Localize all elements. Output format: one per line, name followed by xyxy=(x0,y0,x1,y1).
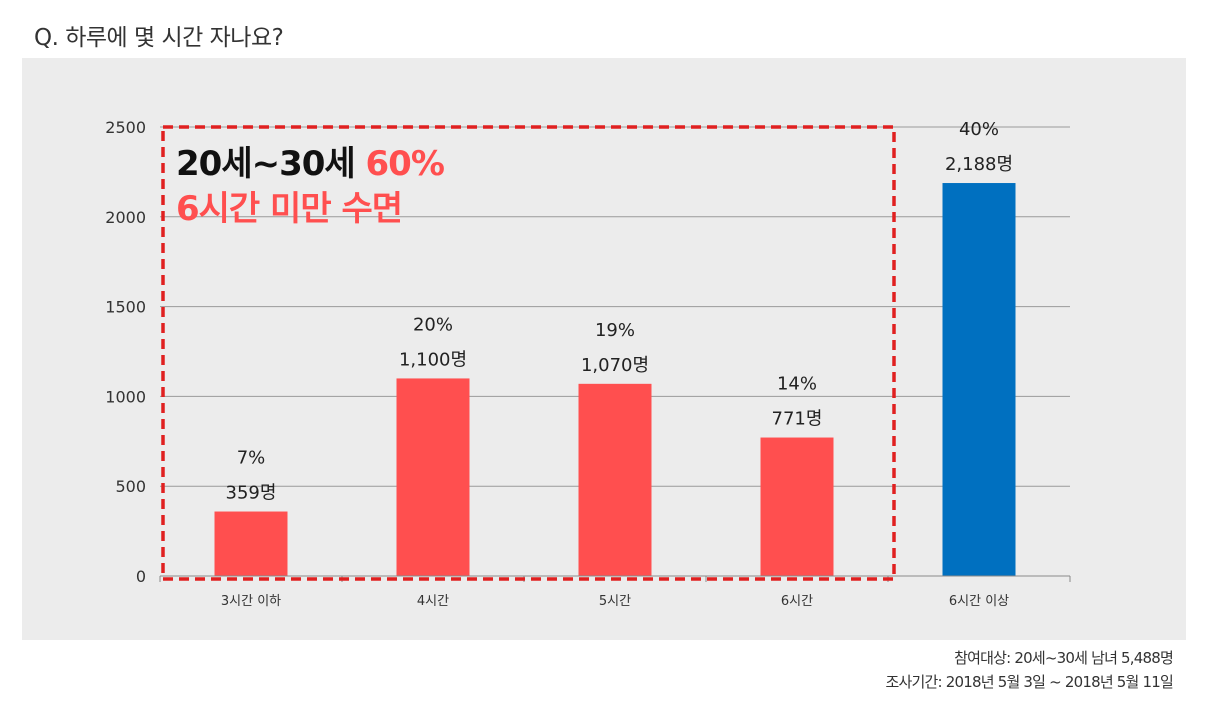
callout-prefix: 20세~30세 xyxy=(176,144,366,184)
y-tick-label: 2000 xyxy=(105,208,146,227)
y-tick-label: 0 xyxy=(136,567,146,586)
x-tick-label: 3시간 이하 xyxy=(221,594,281,609)
footnote-period: 조사기간: 2018년 5월 3일 ~ 2018년 5월 11일 xyxy=(885,673,1174,691)
percent-label: 19% xyxy=(595,320,635,341)
survey-footnote: 참여대상: 20세~30세 남녀 5,488명 조사기간: 2018년 5월 3… xyxy=(885,646,1174,694)
data-labels: 7% 359명 20% 1,100명 19% 1,070명 14% 771명 40% 2,188명 xyxy=(226,119,1014,503)
x-tick-label: 6시간 xyxy=(781,594,813,609)
percent-label: 14% xyxy=(777,374,817,395)
bar xyxy=(760,437,834,576)
y-tick-label: 1000 xyxy=(105,387,146,406)
y-tick-label: 2500 xyxy=(105,118,146,137)
callout-line2: 6시간 미만 수면 xyxy=(176,189,403,229)
percent-label: 20% xyxy=(413,314,453,335)
bar xyxy=(214,511,288,576)
x-tick-label: 6시간 이상 xyxy=(949,594,1009,609)
y-tick-label: 500 xyxy=(115,477,146,496)
count-label: 771명 xyxy=(772,409,823,430)
percent-label: 40% xyxy=(959,119,999,140)
axes: 0 500 1000 1500 2000 2500 3시간 이하 4시간 5시간 6시간 6시간 이… xyxy=(105,118,1071,609)
footnote-participants: 참여대상: 20세~30세 남녀 5,488명 xyxy=(954,649,1174,667)
bars xyxy=(214,183,1016,576)
x-tick-label: 4시간 xyxy=(417,594,449,609)
count-label: 359명 xyxy=(226,483,277,504)
y-tick-label: 1500 xyxy=(105,298,146,317)
bar xyxy=(942,183,1016,576)
count-label: 2,188명 xyxy=(945,154,1013,175)
bar xyxy=(396,378,470,576)
callout-line1: 20세~30세 60% xyxy=(176,142,445,187)
question-title: Q. 하루에 몇 시간 자나요? xyxy=(34,25,284,51)
x-tick-label: 5시간 xyxy=(599,594,631,609)
highlight-callout: 20세~30세 60% 6시간 미만 수면 xyxy=(176,142,445,232)
percent-label: 7% xyxy=(237,448,266,469)
count-label: 1,070명 xyxy=(581,355,649,376)
bar xyxy=(578,383,652,576)
count-label: 1,100명 xyxy=(399,349,467,370)
callout-percent: 60% xyxy=(365,144,445,184)
